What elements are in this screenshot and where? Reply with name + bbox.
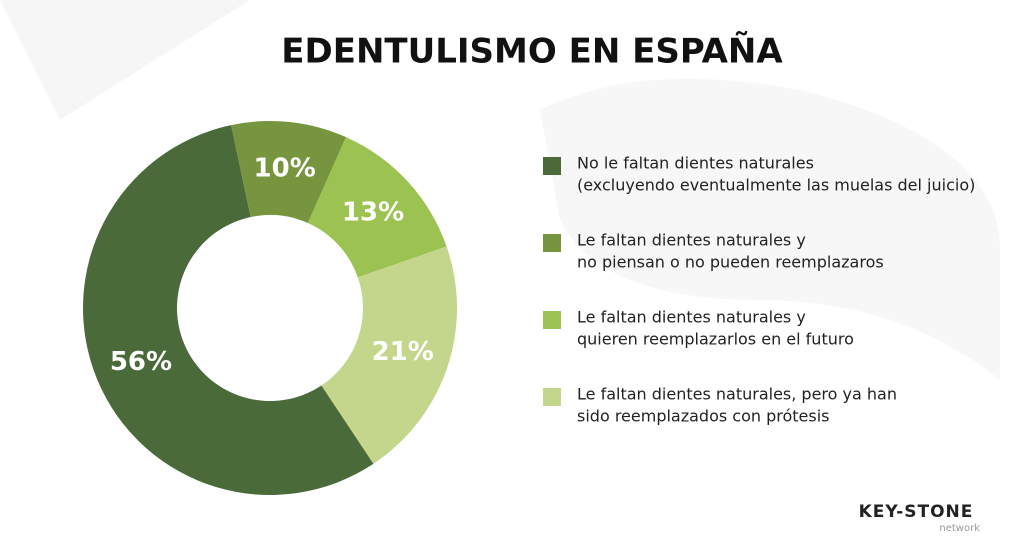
legend-swatch (543, 157, 561, 175)
background-shape (540, 78, 1000, 380)
legend-label: no piensan o no pueden reemplazaros (577, 253, 884, 272)
slice (83, 125, 374, 495)
logo-name: KEY-STONE (859, 502, 974, 522)
slice (231, 120, 347, 224)
chart-title: EDENTULISMO EN ESPAÑA (281, 31, 783, 72)
legend-swatch (543, 388, 561, 406)
data-label: 21% (372, 337, 434, 367)
data-label: 10% (254, 153, 316, 183)
background-shape (0, 0, 250, 120)
logo-tagline: network (939, 523, 980, 534)
legend-label: sido reemplazados con prótesis (577, 407, 830, 426)
legend-swatch (543, 311, 561, 329)
legend-label: No le faltan dientes naturales (577, 154, 814, 173)
legend-label: Le faltan dientes naturales y (577, 308, 806, 327)
legend-label: quieren reemplazarlos en el futuro (577, 330, 854, 349)
legend-label: Le faltan dientes naturales y (577, 231, 806, 250)
legend: No le faltan dientes naturales (excluyend… (543, 154, 975, 426)
legend-label: Le faltan dientes naturales, pero ya han (577, 385, 897, 404)
legend-swatch (543, 234, 561, 252)
slice (307, 137, 447, 278)
data-label: 13% (342, 198, 404, 228)
legend-label: (excluyendo eventualmente las muelas del… (577, 176, 975, 195)
data-label: 56% (110, 347, 172, 377)
slice (321, 246, 458, 464)
donut: 56% 10% 13% 21% (83, 120, 458, 495)
